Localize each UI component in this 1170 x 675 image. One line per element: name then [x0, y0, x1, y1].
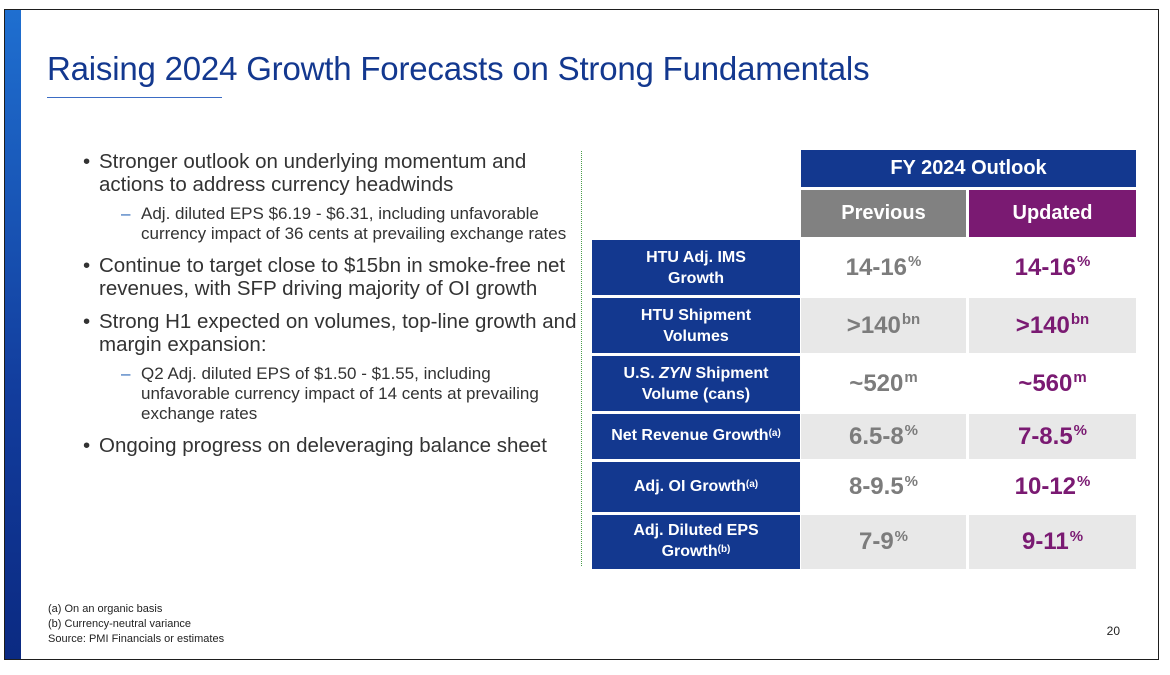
- row-label-line: Shipment: [691, 364, 769, 382]
- slide: Raising 2024 Growth Forecasts on Strong …: [4, 9, 1159, 660]
- row-label-htu-ims: HTU Adj. IMS Growth: [592, 240, 800, 295]
- value-unit: %: [894, 527, 909, 545]
- updated-value: 10-12%: [969, 462, 1136, 512]
- bullet-item: • Stronger outlook on underlying momentum…: [83, 150, 578, 196]
- value-text: ~520: [849, 369, 904, 397]
- previous-value: 7-9%: [801, 515, 966, 569]
- value-text: 7-8.5: [1017, 422, 1073, 450]
- previous-column-header: Previous: [801, 190, 966, 237]
- value-text: 14-16: [1014, 253, 1077, 281]
- slide-title: Raising 2024 Growth Forecasts on Strong …: [47, 50, 870, 87]
- title-underline: [47, 97, 222, 98]
- bullet-list: • Stronger outlook on underlying momentum…: [83, 150, 578, 467]
- value-unit: bn: [1070, 311, 1090, 328]
- outlook-header: FY 2024 Outlook: [801, 150, 1136, 187]
- updated-value: 9-11%: [969, 515, 1136, 569]
- updated-value: 14-16%: [969, 240, 1136, 295]
- row-label-line: Growth: [668, 269, 724, 287]
- value-unit: %: [904, 472, 919, 490]
- value-text: >140: [846, 311, 901, 339]
- updated-value: >140 bn: [969, 298, 1136, 353]
- value-unit: %: [904, 422, 919, 439]
- bullet-text: Strong H1 expected on volumes, top-line …: [99, 310, 577, 356]
- sub-bullet-text: Q2 Adj. diluted EPS of $1.50 - $1.55, in…: [141, 364, 539, 423]
- row-label-line: Adj. Diluted EPS: [633, 522, 759, 539]
- value-text: 10-12: [1014, 473, 1077, 500]
- row-label-line: U.S.: [623, 364, 660, 382]
- row-label-htu-shipment: HTU Shipment Volumes: [592, 298, 800, 353]
- row-label-oi-growth: Adj. OI Growth(a): [592, 462, 800, 512]
- row-label-line: Net Revenue Growth: [611, 427, 769, 444]
- footnotes: (a) On an organic basis (b) Currency-neu…: [48, 602, 224, 647]
- row-label-line: HTU Adj. IMS: [646, 248, 746, 266]
- value-text: ~560: [1018, 369, 1073, 397]
- footnote-ref: (b): [717, 544, 731, 555]
- footnote: (b) Currency-neutral variance: [48, 618, 192, 630]
- row-label-line: Volume (cans): [641, 385, 751, 403]
- row-label-line: Volumes: [663, 327, 729, 345]
- value-text: 6.5-8: [848, 422, 904, 450]
- accent-bar: [5, 10, 21, 659]
- previous-value: 14-16%: [801, 240, 966, 295]
- dash-marker: –: [121, 204, 131, 223]
- value-unit: %: [1077, 253, 1091, 270]
- bullet-text: Continue to target close to $15bn in smo…: [99, 254, 566, 300]
- row-label-line: HTU Shipment: [640, 306, 752, 324]
- value-text: 9-11: [1021, 528, 1069, 555]
- footnote-ref: (a): [768, 428, 781, 439]
- updated-column-header: Updated: [969, 190, 1136, 237]
- bullet-item: • Strong H1 expected on volumes, top-line…: [83, 310, 578, 356]
- value-text: 7-9: [858, 528, 894, 555]
- sub-bullet-text: Adj. diluted EPS $6.19 - $6.31, includin…: [141, 204, 567, 243]
- updated-value: ~560 m: [969, 356, 1136, 411]
- footnote: (a) On an organic basis: [48, 603, 163, 615]
- row-label-eps-growth: Adj. Diluted EPS Growth(b): [592, 515, 800, 569]
- value-unit: m: [1073, 369, 1087, 386]
- row-label-net-revenue: Net Revenue Growth(a): [592, 414, 800, 459]
- value-unit: m: [904, 369, 918, 386]
- value-unit: %: [1073, 422, 1088, 439]
- footnote: Source: PMI Financials or estimates: [48, 633, 225, 645]
- value-unit: %: [1077, 472, 1091, 490]
- previous-value: 8-9.5%: [801, 462, 966, 512]
- value-unit: %: [1069, 527, 1084, 545]
- dash-marker: –: [121, 364, 131, 383]
- value-text: 8-9.5: [848, 473, 904, 500]
- sub-bullet-item: – Q2 Adj. diluted EPS of $1.50 - $1.55, i…: [103, 364, 578, 424]
- value-text: >140: [1015, 311, 1070, 339]
- page-number: 20: [1106, 624, 1120, 638]
- previous-value: ~520 m: [801, 356, 966, 411]
- value-unit: bn: [901, 311, 921, 328]
- bullet-item: • Continue to target close to $15bn in sm…: [83, 254, 578, 300]
- value-text: 14-16: [845, 253, 908, 281]
- bullet-item: • Ongoing progress on deleveraging balanc…: [83, 434, 578, 457]
- value-unit: %: [908, 253, 922, 270]
- row-label-line: Growth: [661, 543, 718, 560]
- previous-value: >140 bn: [801, 298, 966, 353]
- row-label-brand: ZYN: [659, 364, 692, 382]
- row-label-zyn-shipment: U.S. ZYN Shipment Volume (cans): [592, 356, 800, 411]
- footnote-ref: (a): [745, 478, 759, 490]
- bullet-dot: •: [83, 254, 91, 277]
- sub-bullet-item: – Adj. diluted EPS $6.19 - $6.31, includi…: [103, 204, 578, 244]
- bullet-dot: •: [83, 434, 91, 457]
- bullet-text: Ongoing progress on deleveraging balance…: [99, 434, 547, 457]
- row-label-line: Adj. OI Growth: [633, 477, 746, 495]
- updated-value: 7-8.5%: [969, 414, 1136, 459]
- column-divider: [581, 151, 582, 566]
- bullet-text: Stronger outlook on underlying momentum …: [99, 150, 527, 196]
- previous-value: 6.5-8%: [801, 414, 966, 459]
- bullet-dot: •: [83, 310, 91, 333]
- bullet-dot: •: [83, 150, 91, 173]
